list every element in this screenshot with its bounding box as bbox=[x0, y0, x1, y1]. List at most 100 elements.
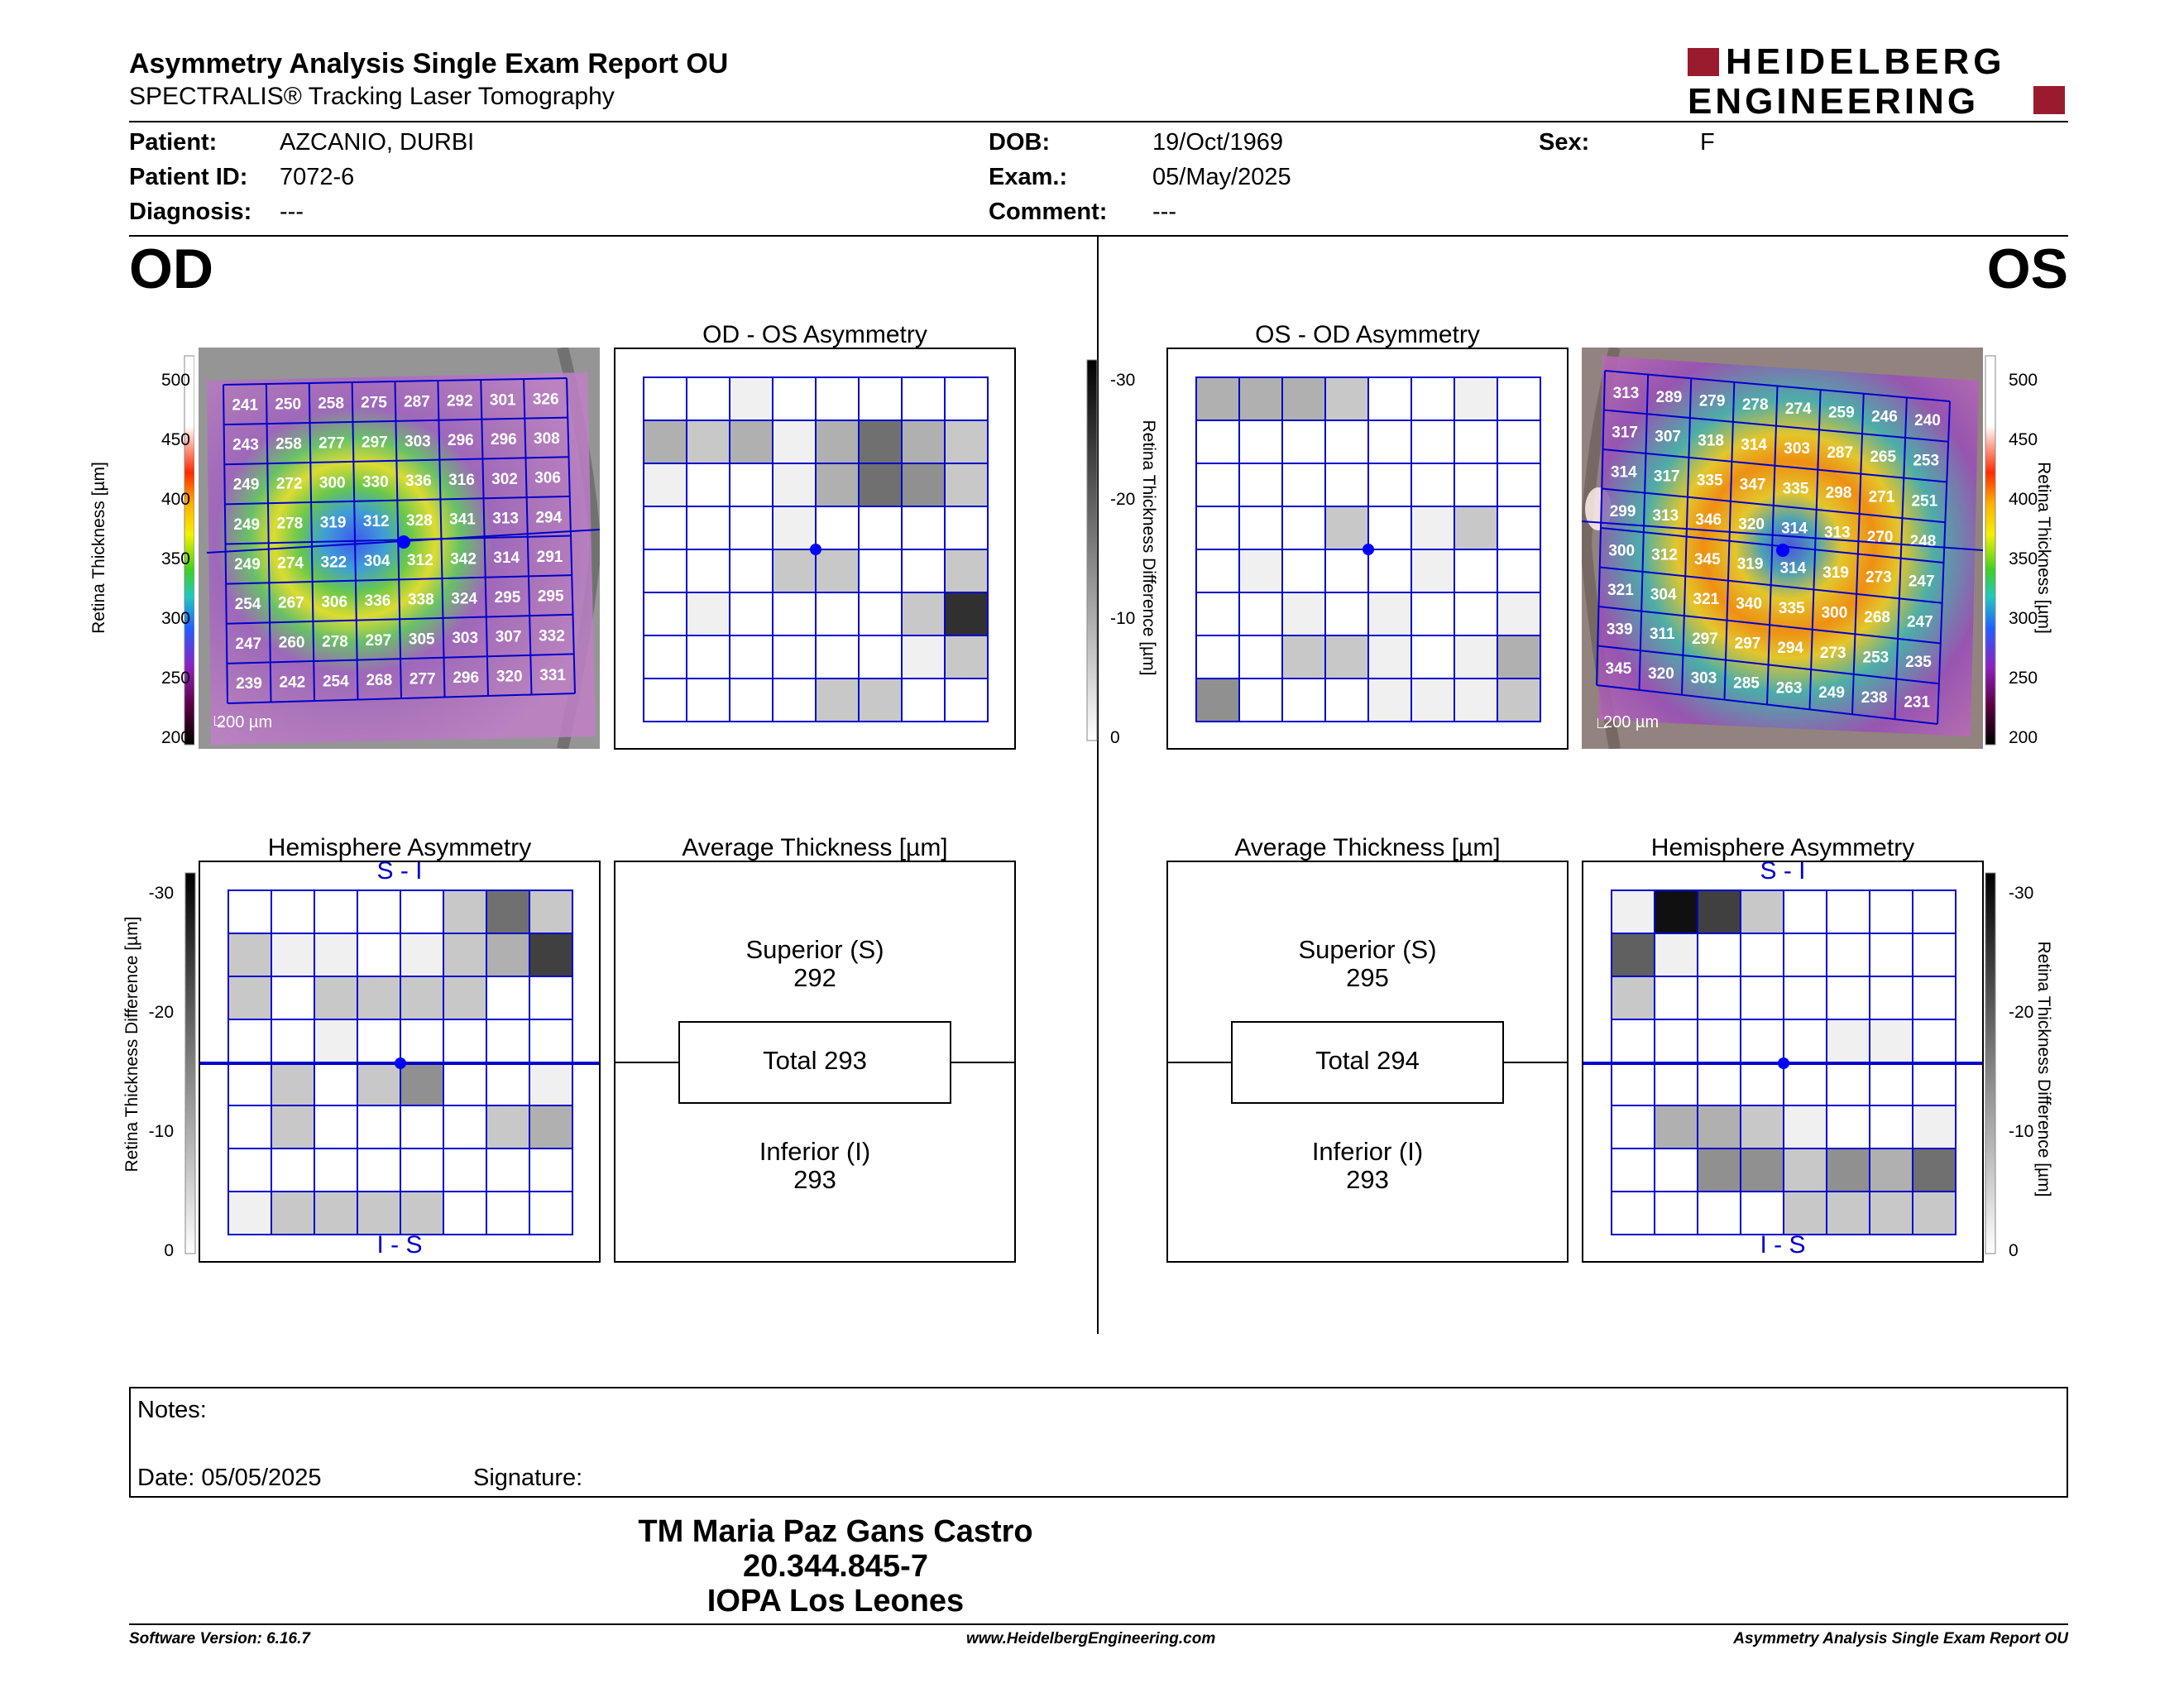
grid-cell bbox=[1324, 506, 1369, 550]
thickness-value: 247 bbox=[1907, 613, 1933, 631]
thickness-value: 314 bbox=[1611, 463, 1637, 481]
patient-name: AZCANIO, DURBI bbox=[280, 129, 475, 156]
grid-cell bbox=[1869, 1191, 1913, 1235]
grid-cell bbox=[1454, 376, 1498, 421]
od-fundus-map: 241 250 258 275 287 292 301 326 243 258 277 297 303 2… bbox=[199, 348, 600, 749]
grid-cell bbox=[486, 1191, 530, 1235]
grid-cell bbox=[529, 1148, 573, 1192]
grid-cell bbox=[1654, 933, 1698, 977]
grid-cell bbox=[901, 506, 946, 550]
grid-cell bbox=[858, 549, 903, 593]
os-hemi-grid bbox=[1611, 890, 1956, 1235]
grid-cell bbox=[1324, 635, 1369, 679]
thickness-value: 254 bbox=[235, 596, 261, 613]
grid-cell bbox=[1912, 1062, 1956, 1106]
grid-cell bbox=[643, 463, 687, 507]
grid-cell bbox=[1238, 592, 1283, 636]
thickness-value: 345 bbox=[1694, 551, 1721, 568]
thickness-value: 279 bbox=[1699, 393, 1726, 410]
grid-cell bbox=[944, 506, 989, 550]
thickness-value: 316 bbox=[448, 472, 475, 489]
od-hemi-svg bbox=[200, 890, 599, 1235]
tick-label: -30 bbox=[1110, 371, 1136, 390]
grid-cell bbox=[1654, 890, 1698, 934]
thickness-value: 263 bbox=[1776, 679, 1803, 697]
grid-cell bbox=[1195, 420, 1240, 464]
tick-label: 400 bbox=[160, 490, 190, 509]
tick-label: 500 bbox=[2009, 371, 2038, 390]
thickness-value: 314 bbox=[1781, 520, 1808, 538]
tick-label: 350 bbox=[160, 549, 190, 568]
os-fundus-map: 313 289 279 278 274 259 246 240 317 307 318 314 303 2… bbox=[1582, 348, 1983, 749]
grid-cell bbox=[815, 463, 860, 507]
tick-label: 0 bbox=[1110, 728, 1120, 747]
grid-cell bbox=[901, 592, 946, 636]
grid-cell bbox=[944, 592, 989, 636]
os-asym-grid bbox=[1195, 376, 1541, 722]
grid-cell bbox=[1869, 933, 1913, 977]
grid-cell bbox=[1497, 506, 1541, 550]
grid-cell bbox=[1740, 890, 1784, 934]
signatory-block: TM Maria Paz Gans Castro 20.344.845-7 IO… bbox=[0, 1514, 2184, 1622]
tick-label: 0 bbox=[164, 1241, 174, 1260]
os-diff-ticks: -30 -20 -10 0 bbox=[2009, 869, 2042, 1260]
grid-cell bbox=[1783, 976, 1827, 1020]
thickness-value: 319 bbox=[320, 514, 347, 531]
thickness-value: 278 bbox=[322, 633, 348, 650]
thickness-value: 317 bbox=[1612, 424, 1638, 442]
grid-cell bbox=[729, 420, 774, 464]
thickness-value: 287 bbox=[1827, 444, 1853, 462]
grid-cell bbox=[357, 890, 401, 934]
grid-cell bbox=[1195, 463, 1240, 507]
thickness-value: 249 bbox=[1818, 684, 1845, 702]
grid-cell bbox=[901, 463, 946, 507]
thickness-value: 253 bbox=[1863, 649, 1889, 666]
os-asym-svg bbox=[1195, 376, 1541, 722]
os-hemi-panel: S - I I - S bbox=[1582, 857, 1984, 1263]
thickness-value: 300 bbox=[1822, 604, 1848, 621]
tick-label: -10 bbox=[2009, 1122, 2034, 1141]
grid-cell bbox=[271, 933, 315, 977]
logo-square-bottom bbox=[2033, 86, 2065, 114]
grid-cell bbox=[1454, 635, 1498, 679]
footer-website[interactable]: www.HeidelbergEngineering.com bbox=[966, 1630, 1216, 1647]
thickness-value: 313 bbox=[1613, 385, 1640, 402]
grid-cell bbox=[1454, 592, 1498, 636]
grid-cell bbox=[1654, 976, 1698, 1020]
grid-cell bbox=[1367, 463, 1412, 507]
thickness-value: 336 bbox=[405, 472, 432, 490]
thickness-value: 321 bbox=[1693, 591, 1720, 608]
thickness-value: 241 bbox=[232, 397, 258, 415]
grid-cell bbox=[1497, 549, 1541, 593]
grid-cell bbox=[1497, 678, 1541, 722]
tick-label: -10 bbox=[148, 1122, 174, 1141]
tick-label: 300 bbox=[2009, 609, 2038, 628]
od-hemi-top-label: S - I bbox=[376, 857, 423, 885]
grid-cell bbox=[529, 933, 573, 977]
grid-cell bbox=[314, 890, 358, 934]
grid-cell bbox=[1826, 1191, 1870, 1235]
thickness-value: 328 bbox=[406, 512, 433, 530]
grid-cell bbox=[1195, 678, 1240, 722]
grid-cell bbox=[1697, 976, 1741, 1020]
grid-cell bbox=[1410, 635, 1455, 679]
grid-cell bbox=[1367, 592, 1412, 636]
thickness-value: 347 bbox=[1740, 476, 1766, 493]
grid-cell bbox=[1654, 1105, 1698, 1149]
grid-cell bbox=[643, 635, 687, 679]
grid-cell bbox=[443, 1062, 487, 1106]
od-hemi-panel: S - I I - S bbox=[199, 857, 601, 1263]
thickness-value: 335 bbox=[1779, 600, 1805, 617]
thickness-value: 305 bbox=[409, 631, 435, 648]
grid-cell bbox=[1238, 635, 1283, 679]
grid-cell bbox=[1324, 678, 1369, 722]
thickness-value: 258 bbox=[318, 395, 344, 412]
grid-cell bbox=[486, 890, 530, 934]
grid-cell bbox=[686, 678, 730, 722]
center-diff-axis-label: Retina Thickness Difference [µm] bbox=[1139, 420, 1158, 676]
grid-cell bbox=[1697, 1062, 1741, 1106]
grid-cell bbox=[815, 549, 860, 593]
grid-cell bbox=[1367, 376, 1412, 421]
od-asym-title: OD - OS Asymmetry bbox=[702, 321, 927, 348]
grid-cell bbox=[772, 549, 817, 593]
